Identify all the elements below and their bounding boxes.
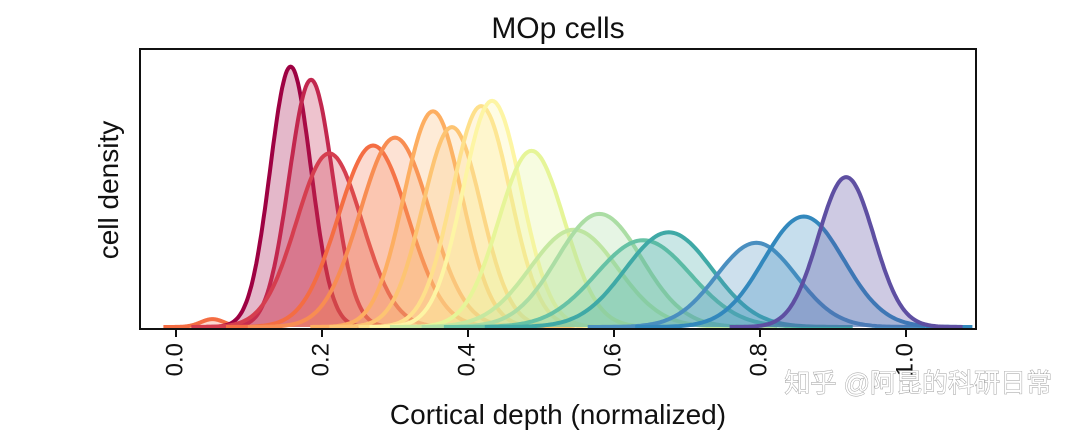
density-curve-l17-line (729, 175, 963, 329)
density-curve-l2-fill (219, 79, 403, 327)
x-tick-label: 0.0 (161, 343, 188, 376)
density-curve-l17 (729, 175, 963, 329)
density-curve-l4 (225, 143, 521, 329)
density-curve-l7 (329, 125, 575, 329)
density-curve-l11-fill (389, 229, 758, 327)
density-trace-minor-orange-bump-fill (163, 319, 262, 327)
plot-area (162, 64, 973, 329)
density-curve-l16 (635, 214, 973, 329)
x-tick-label: 0.2 (307, 343, 334, 376)
watermark: 知乎 @阿昆的科研日常 (784, 368, 1052, 398)
density-curve-l4-fill (225, 145, 521, 327)
density-curve-l9 (369, 98, 615, 329)
density-curve-l10 (393, 148, 670, 329)
density-curve-l16-fill (635, 216, 973, 327)
x-tick-label: 1.0 (891, 343, 918, 376)
y-axis-label: cell density (93, 121, 124, 260)
density-curve-l16-line (635, 214, 973, 329)
density-curve-l14 (484, 230, 853, 329)
density-curve-l7-line (329, 125, 575, 329)
density-curve-l1-fill (204, 66, 377, 327)
x-tick-label: 0.6 (599, 343, 626, 376)
x-tick-label: 0.8 (745, 343, 772, 376)
x-tick-label: 0.4 (453, 343, 480, 376)
chart-title: MOp cells (491, 12, 624, 45)
density-curve-l8-fill (358, 106, 604, 327)
density-curve-l10-fill (393, 150, 670, 327)
x-axis: 0.0 0.2 0.4 0.6 0.8 1.0 (161, 329, 918, 376)
density-curve-l13-fill (443, 240, 843, 327)
density-curve-l7-fill (329, 127, 575, 327)
density-curve-l15-fill (587, 242, 925, 327)
density-curve-l17-fill (729, 177, 963, 327)
density-curve-l10-line (393, 148, 670, 329)
density-curve-l14-fill (484, 232, 853, 327)
x-axis-label: Cortical depth (normalized) (390, 399, 726, 430)
density-curve-l9-fill (369, 100, 615, 327)
density-curve-l9-line (369, 98, 615, 329)
plot-frame (139, 48, 977, 330)
density-curve-l1 (204, 64, 378, 329)
density-curve-l14-line (484, 230, 853, 329)
density-curve-l4-line (225, 143, 521, 329)
density-curve-l6-fill (310, 111, 556, 327)
density-curve-l3-line (191, 151, 468, 329)
density-curve-l1-line (204, 64, 378, 329)
